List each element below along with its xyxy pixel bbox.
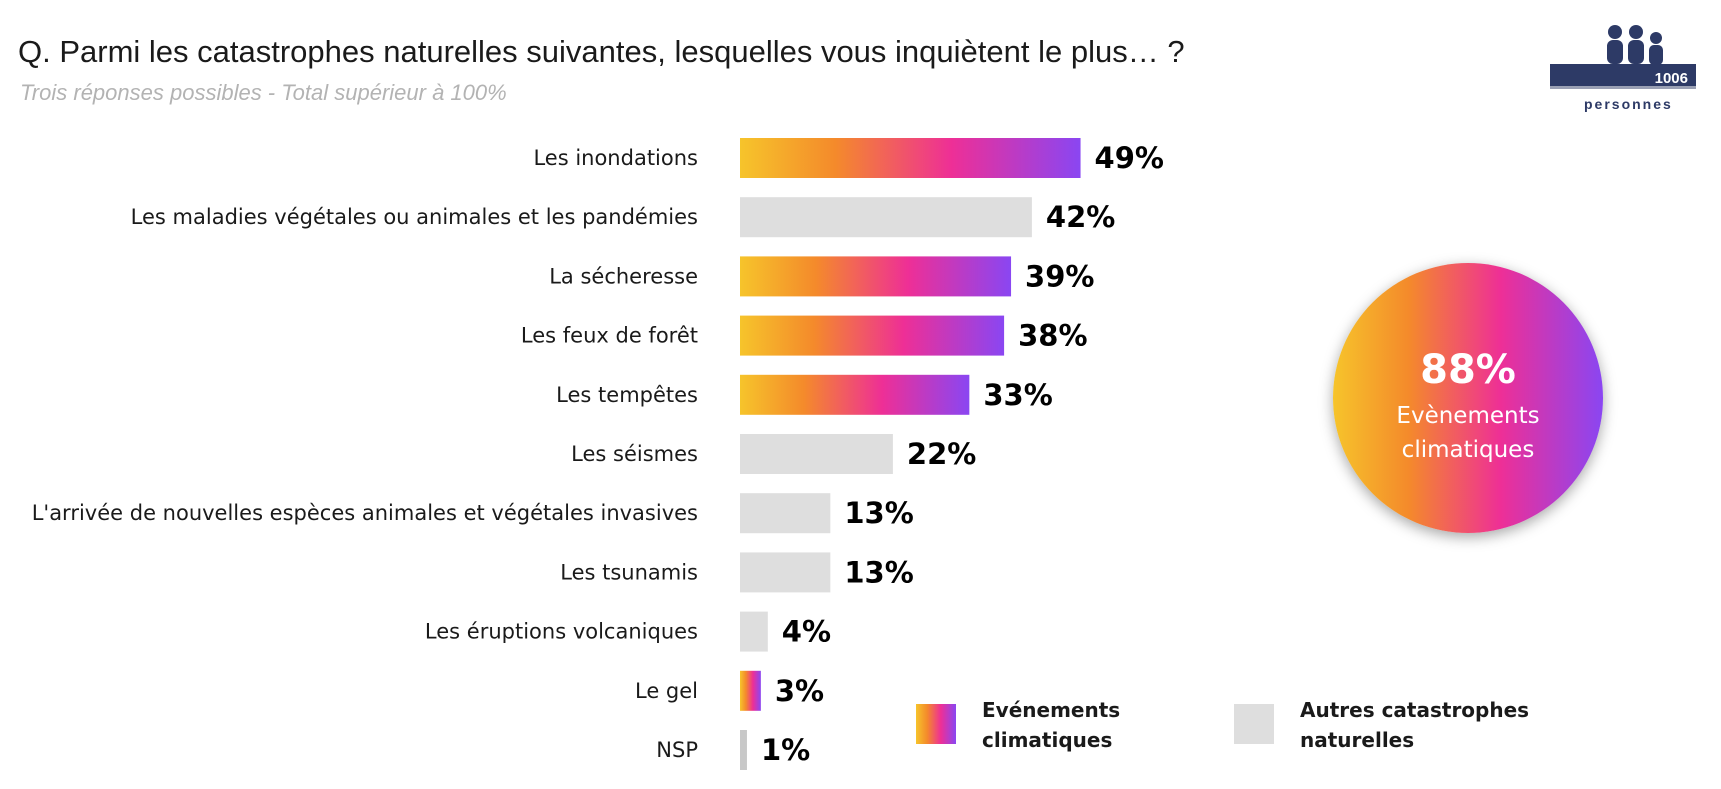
bar-5 bbox=[740, 434, 893, 474]
legend-swatch-climatic bbox=[916, 704, 956, 744]
category-label-0: Les inondations bbox=[533, 146, 698, 170]
category-label-9: Le gel bbox=[635, 679, 698, 703]
value-label-1: 42% bbox=[1046, 200, 1115, 234]
category-label-3: Les feux de forêt bbox=[521, 324, 698, 348]
value-label-8: 4% bbox=[782, 615, 831, 649]
category-label-10: NSP bbox=[656, 738, 698, 762]
bar-0 bbox=[740, 138, 1081, 178]
value-label-3: 38% bbox=[1018, 319, 1087, 353]
category-label-5: Les séismes bbox=[571, 442, 698, 466]
respondents-logo: 1006 personnes bbox=[1548, 14, 1698, 114]
category-label-4: Les tempêtes bbox=[556, 383, 698, 407]
climatic-events-total-value: 88% bbox=[1420, 347, 1516, 393]
page-subtitle: Trois réponses possibles - Total supérie… bbox=[20, 80, 507, 105]
value-label-5: 22% bbox=[907, 437, 976, 471]
climatic-events-total-label: Evènements climatiques bbox=[1396, 403, 1540, 463]
respondents-label: personnes bbox=[1584, 96, 1673, 112]
value-label-0: 49% bbox=[1095, 141, 1164, 175]
value-label-4: 33% bbox=[983, 378, 1052, 412]
bar-4 bbox=[740, 374, 970, 415]
value-label-7: 13% bbox=[844, 555, 913, 589]
bar-2 bbox=[740, 256, 1012, 297]
category-label-8: Les éruptions volcaniques bbox=[425, 620, 698, 644]
bar-10 bbox=[740, 730, 747, 770]
category-label-1: Les maladies végétales ou animales et le… bbox=[131, 205, 698, 229]
climatic-events-total-badge: 88% Evènements climatiques bbox=[1333, 263, 1603, 533]
value-label-6: 13% bbox=[844, 496, 913, 530]
bar-9 bbox=[740, 670, 761, 711]
category-label-2: La sécheresse bbox=[549, 264, 698, 288]
people-icon bbox=[1550, 25, 1696, 89]
value-label-9: 3% bbox=[775, 674, 824, 708]
respondents-count: 1006 bbox=[1654, 70, 1688, 87]
bar-3 bbox=[740, 315, 1005, 356]
page-title: Q. Parmi les catastrophes naturelles sui… bbox=[18, 34, 1185, 69]
bar-1 bbox=[740, 197, 1032, 238]
category-label-6: L'arrivée de nouvelles espèces animales … bbox=[32, 501, 698, 525]
bar-7 bbox=[740, 552, 831, 593]
value-label-2: 39% bbox=[1025, 259, 1094, 293]
legend-label-climatic: Evénements climatiques bbox=[982, 698, 1121, 752]
bar-6 bbox=[740, 493, 831, 534]
category-label-7: Les tsunamis bbox=[560, 560, 698, 584]
legend-swatch-other bbox=[1234, 704, 1274, 744]
legend-label-other: Autres catastrophes naturelles bbox=[1300, 698, 1530, 752]
bar-8 bbox=[740, 611, 768, 652]
value-label-10: 1% bbox=[761, 733, 810, 767]
